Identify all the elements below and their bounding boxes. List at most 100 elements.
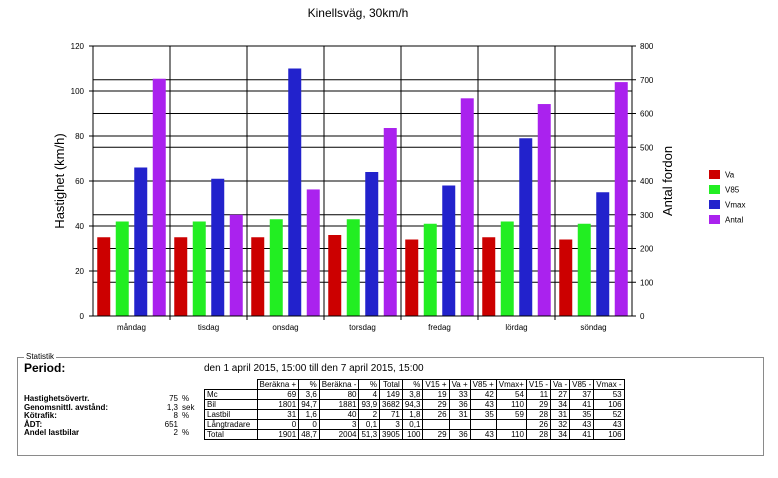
y-tick-label-right: 600 bbox=[640, 110, 654, 119]
statistics-panel: Statistik Period: den 1 april 2015, 15:0… bbox=[17, 352, 764, 456]
summary-row: Genomsnittl. avstånd: 1,3 sek bbox=[24, 402, 196, 413]
table-cell: 94,3 bbox=[401, 399, 424, 410]
y-axis-right-label: Antal fordon bbox=[660, 146, 675, 216]
statistics-table: Beräkna +% Beräkna -% Total% V15 + Va + V85 +… bbox=[204, 379, 625, 440]
y-tick-label-left: 20 bbox=[75, 267, 84, 276]
table-cell: 1881 bbox=[318, 399, 360, 410]
table-cell: 3682 bbox=[379, 399, 403, 410]
y-tick-label-left: 60 bbox=[75, 177, 84, 186]
summary-label: Genomsnittl. avstånd: bbox=[24, 402, 109, 412]
legend-label-antal: Antal bbox=[725, 216, 743, 225]
summary-row: Kötrafik: 8% bbox=[24, 411, 196, 421]
bar-vmax-söndag bbox=[596, 192, 610, 316]
summary-value: 651 bbox=[164, 419, 178, 429]
x-tick-label: torsdag bbox=[349, 323, 376, 332]
bar-antal-tisdag bbox=[229, 214, 243, 316]
bar-v85-tisdag bbox=[192, 221, 206, 316]
bar-vmax-fredag bbox=[442, 185, 456, 316]
table-cell: 41 bbox=[569, 399, 595, 410]
y-tick-label-left: 80 bbox=[75, 132, 84, 141]
table-cell: 71 bbox=[379, 409, 403, 420]
table-cell: Långtradare bbox=[204, 419, 258, 430]
table-cell: 27 bbox=[550, 389, 571, 400]
bar-va-torsdag bbox=[328, 235, 342, 316]
table-cell bbox=[422, 419, 450, 430]
table-cell: 35 bbox=[569, 409, 595, 420]
table-header-cell: V15 - bbox=[525, 379, 552, 390]
table-row: Bil 1801 94,7 1881 93,9 3682 94,3 29 36 43 110 29 34… bbox=[204, 399, 625, 410]
table-row: Långtradare 0 0 3 0,1 3 0,1 26 32 43 43 bbox=[204, 419, 625, 430]
summary-label: ÅDT: bbox=[24, 419, 43, 429]
chart-grid bbox=[93, 45, 632, 320]
table-cell: 54 bbox=[495, 389, 527, 400]
legend-label-va: Va bbox=[725, 171, 735, 180]
summary-row: Andel lastbilar 2% bbox=[24, 428, 196, 438]
table-cell: Bil bbox=[204, 399, 258, 410]
table-cell: 59 bbox=[495, 409, 527, 420]
y-tick-label-right: 300 bbox=[640, 211, 654, 220]
x-tick-label: söndag bbox=[580, 323, 606, 332]
x-tick-label: måndag bbox=[117, 323, 146, 332]
table-cell: Mc bbox=[204, 389, 258, 400]
x-tick-label: tisdag bbox=[198, 323, 219, 332]
y-tick-label-right: 200 bbox=[640, 245, 654, 254]
y-tick-label-left: 40 bbox=[75, 222, 84, 231]
bar-vmax-tisdag bbox=[211, 178, 225, 316]
bar-va-lördag bbox=[482, 237, 496, 316]
bar-antal-söndag bbox=[614, 82, 628, 316]
table-cell: 29 bbox=[422, 429, 450, 440]
table-header-cell: Va + bbox=[448, 379, 471, 390]
table-cell bbox=[495, 419, 527, 430]
table-cell: 43 bbox=[469, 399, 497, 410]
table-header-cell: V15 + bbox=[422, 379, 450, 390]
summary-unit: % bbox=[182, 428, 190, 437]
table-cell: 0,1 bbox=[401, 419, 424, 430]
table-cell: 100 bbox=[401, 429, 424, 440]
table-cell: 3 bbox=[379, 419, 403, 430]
table-cell: 52 bbox=[593, 409, 625, 420]
table-cell: 0 bbox=[298, 419, 320, 430]
bar-v85-fredag bbox=[423, 223, 437, 316]
x-tick-label: onsdag bbox=[272, 323, 298, 332]
chart-bars bbox=[97, 68, 628, 316]
table-cell: 41 bbox=[569, 429, 595, 440]
table-header-cell: Vmax+ bbox=[495, 379, 527, 390]
summary-value: 1,3 bbox=[166, 402, 178, 412]
statistics-legend: Statistik bbox=[24, 352, 57, 362]
table-cell: 110 bbox=[495, 429, 527, 440]
bar-v85-måndag bbox=[115, 221, 129, 316]
period-label: Period: bbox=[24, 361, 66, 375]
table-cell: 36 bbox=[448, 399, 471, 410]
chart-title: Kinellsväg, 30km/h bbox=[308, 6, 409, 20]
summary-unit: % bbox=[182, 411, 190, 420]
x-tick-label: lördag bbox=[505, 323, 527, 332]
table-cell: 28 bbox=[525, 429, 552, 440]
table-cell: 31 bbox=[448, 409, 471, 420]
bar-va-söndag bbox=[559, 239, 573, 316]
table-cell: 40 bbox=[318, 409, 360, 420]
table-cell: 3,8 bbox=[401, 389, 424, 400]
table-cell: 31 bbox=[256, 409, 300, 420]
bar-va-onsdag bbox=[251, 237, 265, 316]
table-cell: 43 bbox=[569, 419, 595, 430]
summary-label: Hastighetsövertr. bbox=[24, 394, 90, 403]
table-cell: 106 bbox=[593, 399, 625, 410]
legend-label-v85: V85 bbox=[725, 186, 740, 195]
table-cell: 93,9 bbox=[358, 399, 381, 410]
table-header-cell: Vmax - bbox=[593, 379, 625, 390]
summary-unit: sek bbox=[182, 402, 195, 412]
speed-chart: Kinellsväg, 30km/h måndag tisdag onsdag tor… bbox=[52, 6, 745, 332]
legend-swatch-vmax bbox=[709, 200, 720, 209]
table-cell: Total bbox=[204, 429, 258, 440]
table-cell: 3 bbox=[318, 419, 360, 430]
table-cell: 43 bbox=[469, 429, 497, 440]
table-row: Total 1901 48,7 2004 51,3 3905 100 29 36 43 110 28 3… bbox=[204, 429, 625, 440]
table-row: Mc 69 3,6 80 4 149 3,8 19 33 42 54 11 27 37 53 bbox=[204, 389, 625, 400]
y-axis-label: Hastighet (km/h) bbox=[52, 133, 67, 228]
table-header-cell: % bbox=[358, 379, 381, 390]
y-tick-label-right: 100 bbox=[640, 278, 654, 287]
y-tick-label-left: 120 bbox=[71, 42, 85, 51]
bar-va-måndag bbox=[97, 237, 111, 316]
bar-va-tisdag bbox=[174, 237, 188, 316]
bar-va-fredag bbox=[405, 239, 419, 316]
